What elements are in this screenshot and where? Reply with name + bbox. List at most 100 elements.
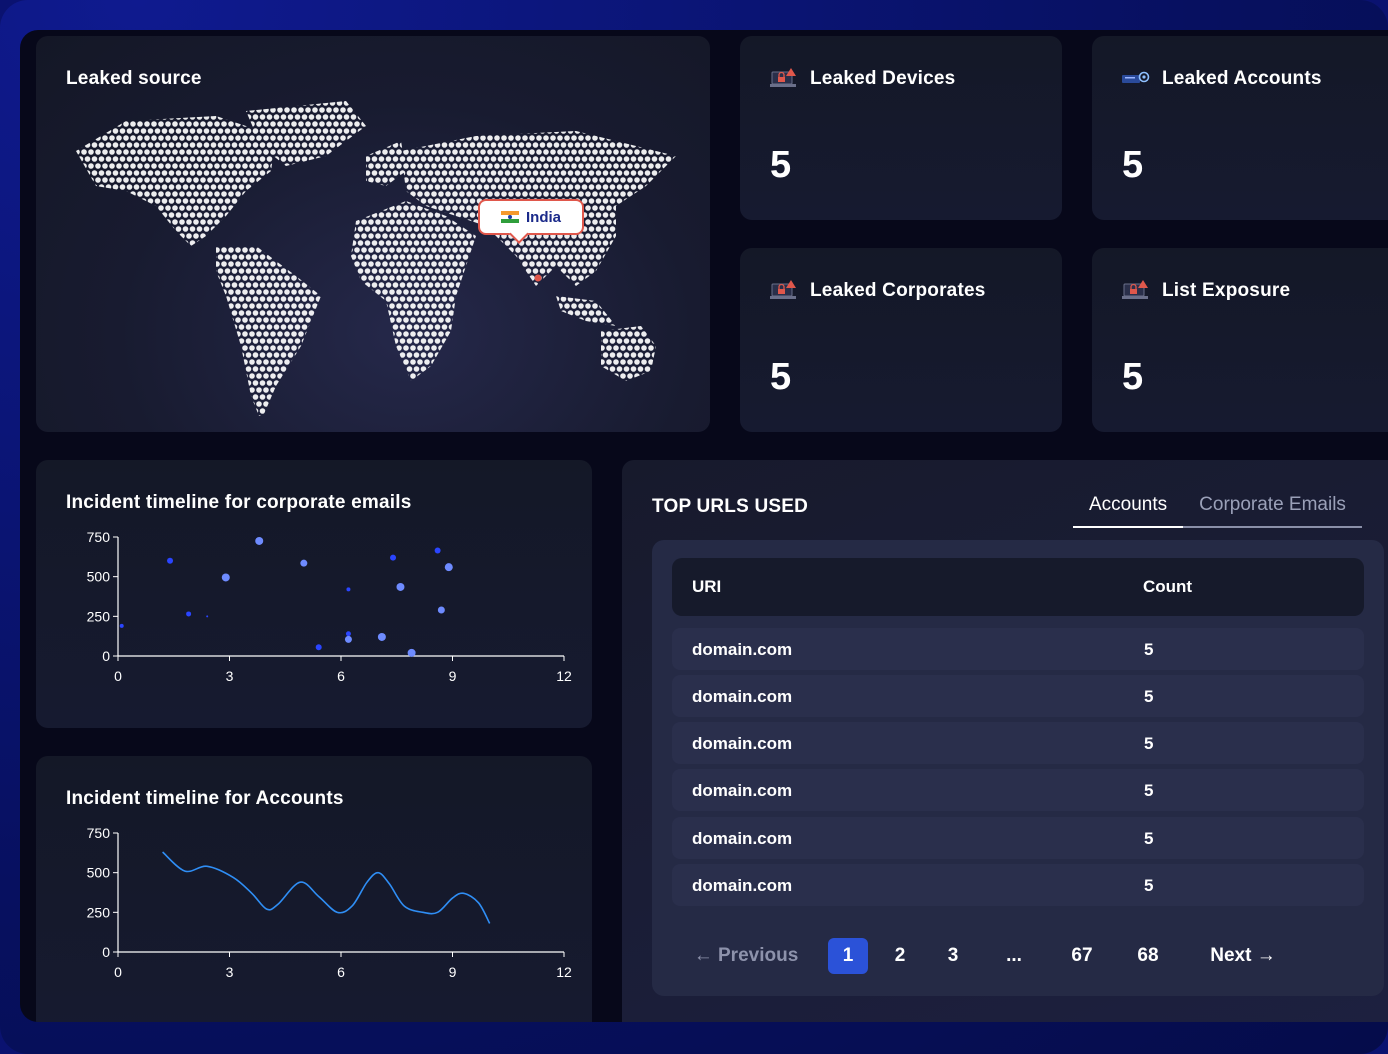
page-button-3[interactable]: 3 xyxy=(947,945,959,966)
map-dot xyxy=(196,338,203,344)
map-dot xyxy=(546,101,553,106)
map-dot xyxy=(315,408,322,414)
map-dot xyxy=(175,101,182,106)
page-button-1[interactable]: 1 xyxy=(828,938,868,974)
map-dot xyxy=(266,128,273,134)
map-dot xyxy=(630,324,637,330)
map-dot xyxy=(571,275,577,281)
map-dot xyxy=(648,317,654,323)
world-map[interactable] xyxy=(56,96,696,416)
map-dot xyxy=(683,163,689,169)
stat-card-leaked-devices[interactable]: Leaked Devices 5 xyxy=(740,36,1062,220)
map-dot xyxy=(193,233,199,239)
map-dot xyxy=(616,254,623,260)
column-header-count[interactable]: Count xyxy=(1143,577,1193,596)
map-dot xyxy=(392,114,399,120)
map-dot xyxy=(263,387,269,393)
map-dot xyxy=(168,198,175,204)
map-dot xyxy=(431,331,437,337)
table-row[interactable]: domain.com 5 xyxy=(672,817,1364,859)
map-dot xyxy=(427,101,434,106)
map-dot xyxy=(130,205,136,211)
map-dot xyxy=(375,359,381,365)
map-dot xyxy=(392,240,399,246)
map-dot xyxy=(350,184,357,190)
map-dot xyxy=(200,373,206,379)
map-dot xyxy=(81,135,87,141)
map-dot xyxy=(694,142,696,148)
map-dot xyxy=(270,96,276,99)
map-dot xyxy=(694,408,696,414)
map-dot xyxy=(371,366,378,372)
map-dot xyxy=(399,240,406,246)
map-dot xyxy=(137,247,143,253)
map-dot xyxy=(676,303,682,309)
table-row[interactable]: domain.com 5 xyxy=(672,769,1364,811)
map-dot xyxy=(371,226,378,232)
map-dot xyxy=(350,282,357,288)
page-button-68[interactable]: 68 xyxy=(1137,945,1159,966)
stat-card-leaked-corporates[interactable]: Leaked Corporates 5 xyxy=(740,248,1062,432)
map-dot xyxy=(672,408,676,414)
table-row[interactable]: domain.com 5 xyxy=(672,864,1364,906)
map-dot xyxy=(161,184,168,190)
map-dot xyxy=(466,331,472,337)
map-dot xyxy=(161,310,168,316)
map-dot xyxy=(340,359,346,365)
map-dot xyxy=(119,212,126,218)
next-button[interactable]: Next → xyxy=(1200,938,1286,974)
map-dot xyxy=(284,387,290,393)
map-dot xyxy=(263,261,269,267)
map-dot xyxy=(133,394,140,400)
map-dot xyxy=(634,219,640,225)
map-dot xyxy=(81,219,87,225)
map-dot xyxy=(67,345,73,351)
map-dot xyxy=(221,387,227,393)
map-dot xyxy=(550,177,556,183)
table-row[interactable]: domain.com 5 xyxy=(672,675,1364,717)
map-dot xyxy=(501,359,507,365)
map-dot xyxy=(680,296,686,302)
map-dot xyxy=(364,394,371,400)
map-dot xyxy=(312,289,318,295)
column-header-uri[interactable]: URI xyxy=(692,577,722,596)
map-dot xyxy=(413,212,420,218)
map-dot xyxy=(609,254,616,260)
map-dot xyxy=(522,149,528,155)
map-dot xyxy=(613,107,619,113)
map-dot xyxy=(487,303,493,309)
tab-corporate-emails[interactable]: Corporate Emails xyxy=(1183,494,1362,528)
map-dot xyxy=(98,198,105,204)
map-dot xyxy=(676,121,682,127)
page-button-67[interactable]: 67 xyxy=(1071,945,1093,966)
map-dot xyxy=(291,373,297,379)
map-dot xyxy=(301,254,308,260)
map-dot xyxy=(389,401,395,407)
map-dot xyxy=(382,149,388,155)
stat-card-leaked-accounts[interactable]: Leaked Accounts 5 xyxy=(1092,36,1388,220)
map-dot xyxy=(105,156,112,162)
table-row[interactable]: domain.com 5 xyxy=(672,628,1364,670)
map-dot xyxy=(154,338,161,344)
page-button-2[interactable]: 2 xyxy=(894,945,906,966)
map-dot xyxy=(501,135,507,141)
table-row[interactable]: domain.com 5 xyxy=(672,722,1364,764)
map-dot xyxy=(396,177,402,183)
previous-button[interactable]: ← Previous xyxy=(686,938,806,974)
map-dot xyxy=(242,317,248,323)
map-dot xyxy=(669,205,675,211)
map-dot xyxy=(203,156,210,162)
map-dot xyxy=(179,303,185,309)
tab-accounts[interactable]: Accounts xyxy=(1073,494,1184,528)
map-dot xyxy=(368,177,374,183)
map-dot xyxy=(494,191,500,197)
map-dot xyxy=(567,128,574,134)
map-dot xyxy=(76,289,80,295)
map-dot xyxy=(497,268,504,274)
map-dot xyxy=(431,149,437,155)
stat-card-list-exposure[interactable]: List Exposure 5 xyxy=(1092,248,1388,432)
map-dot xyxy=(553,184,560,190)
map-dot xyxy=(214,331,220,337)
